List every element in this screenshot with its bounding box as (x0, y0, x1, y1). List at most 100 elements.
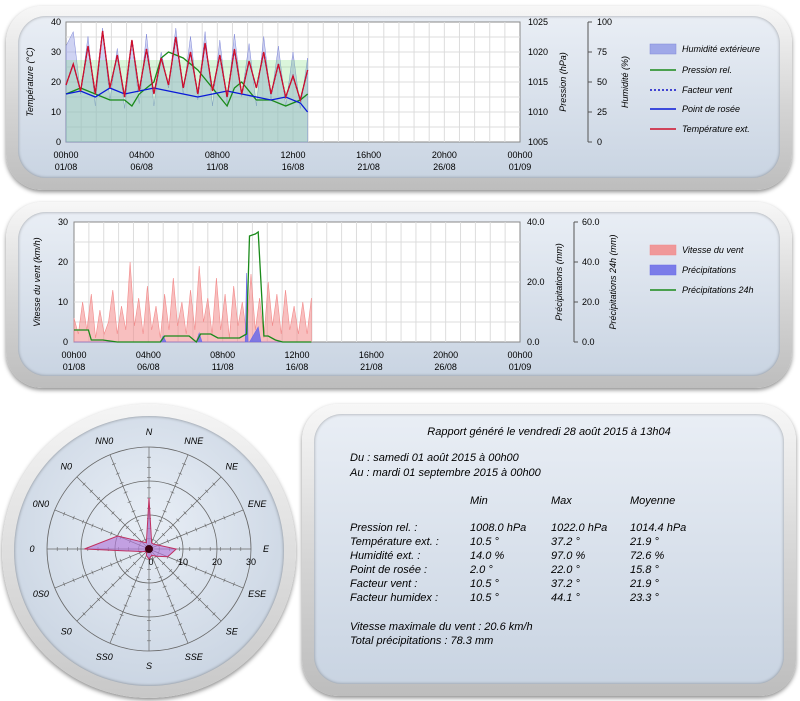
report-row-label: Température ext. : (350, 536, 439, 548)
x-tick-label-time: 20h00 (433, 350, 458, 360)
humidity-tick-label: 100 (597, 17, 612, 27)
rose-direction-label: NE (225, 461, 238, 471)
legend-swatch (649, 244, 677, 256)
x-tick-label-time: 04h00 (136, 350, 161, 360)
rose-direction-label: 0N0 (33, 499, 50, 509)
legend-label: Pression rel. (682, 65, 732, 75)
rose-spoke-tick (100, 566, 103, 571)
rain-tick-label: 0.0 (527, 337, 540, 347)
x-tick-label-time: 16h00 (356, 150, 381, 160)
rose-spoke-tick (135, 576, 140, 579)
legend-swatch (649, 264, 677, 276)
x-tick-label-date: 06/08 (130, 162, 153, 172)
x-tick-label-time: 04h00 (129, 150, 154, 160)
x-tick-label-time: 00h00 (61, 350, 86, 360)
rose-spoke-tick (119, 558, 122, 563)
x-tick-label-time: 16h00 (359, 350, 384, 360)
report-row-min: 10.5 ° (470, 578, 499, 590)
rose-spoke-tick (212, 482, 216, 486)
rose-spoke-tick (72, 515, 75, 520)
rose-spoke-tick (212, 612, 216, 616)
rose-spoke-tick (205, 489, 209, 493)
y-tick-label: 20 (51, 77, 61, 87)
rose-spoke-tick (223, 515, 226, 520)
rose-radial-tick-label: 20 (212, 557, 222, 567)
rose-direction-label: E (263, 544, 270, 554)
rose-spoke-tick (204, 570, 207, 575)
report-row-max: 37.2 ° (551, 578, 580, 590)
rose-spoke-tick (118, 518, 122, 522)
report-title: Rapport généré le vendredi 28 août 2015 … (427, 426, 671, 438)
rose-direction-label: 0 (29, 544, 34, 554)
rose-spoke-tick (166, 539, 169, 544)
legend-label: Humidité extérieure (682, 44, 760, 54)
rose-spoke-tick (176, 535, 179, 540)
report-row-max: 1022.0 hPa (551, 522, 608, 534)
rose-spoke-tick (178, 623, 183, 626)
rose-spoke-tick (132, 561, 137, 566)
series-pointderose-line (65, 87, 309, 113)
rose-spoke-tick (195, 527, 198, 532)
report-row-min: 10.5 ° (470, 536, 499, 548)
rose-spoke-tick (82, 612, 86, 616)
report-row-label: Pression rel. : (350, 522, 418, 534)
y-tick-label: 0 (56, 137, 61, 147)
rose-spoke-tick (154, 529, 159, 532)
report-row-min: 2.0 ° (470, 564, 493, 576)
x-tick-label-time: 08h00 (205, 150, 230, 160)
humidity-tick-label: 50 (597, 77, 607, 87)
legend-label: Précipitations (682, 265, 737, 275)
rose-spoke-tick (91, 523, 94, 528)
humidity-tick-label: 75 (597, 47, 607, 57)
report-row-max: 44.1 ° (551, 592, 580, 604)
rose-spoke-tick (143, 557, 148, 560)
rose-spoke-tick (104, 590, 108, 594)
rose-spoke-tick (96, 496, 101, 501)
rose-spoke-tick (110, 531, 113, 536)
rose-spoke-tick (63, 511, 66, 516)
report-header-min: Min (470, 495, 488, 507)
rose-spoke-tick (183, 511, 187, 515)
report-row-max: 37.2 ° (551, 536, 580, 548)
series-rain-area (74, 272, 312, 343)
report-row-avg: 21.9 ° (630, 536, 659, 548)
rose-spoke-tick (176, 558, 179, 563)
rose-spoke-tick (174, 613, 179, 617)
rose-spoke-tick (170, 604, 175, 607)
wind-rose: 0 10 20 30 N NNE NE ENE E ESE SE SSE S SS0 S0 0S0 0 0N0 N0… (29, 427, 270, 671)
rose-spoke-tick (183, 583, 187, 587)
y-tick-label: 0 (63, 337, 68, 347)
rose-spoke-tick (72, 578, 75, 583)
rose-spoke-tick (111, 463, 116, 466)
report-header-max: Max (551, 495, 572, 507)
x-tick-label-time: 12h00 (284, 350, 309, 360)
rose-radial-tick-label: 10 (178, 557, 188, 567)
report-from: Du : samedi 01 août 2015 à 00h00 (350, 452, 519, 464)
rain24-tick-label: 60.0 (582, 217, 600, 227)
rose-spoke-tick (158, 576, 163, 579)
x-tick-label-date: 21/08 (357, 162, 380, 172)
humidity-tick-label: 25 (597, 107, 607, 117)
rose-spoke-tick (162, 510, 167, 513)
rain-tick-label: 40.0 (527, 217, 545, 227)
x-tick-label-time: 00h00 (507, 350, 532, 360)
x-tick-label-time: 08h00 (210, 350, 235, 360)
y-tick-label: 20 (58, 257, 68, 267)
rose-spoke-tick (232, 511, 235, 516)
rose-radial-tick-label: 0 (148, 557, 153, 567)
wind-chart: 0 10 20 30 Vitesse du vent (km/h) 0.0 20.0 40.0… (32, 217, 754, 372)
rose-spoke-tick (154, 566, 159, 569)
x-tick-label-date: 16/08 (286, 362, 309, 372)
rose-direction-label: 0S0 (33, 589, 49, 599)
rose-spoke-tick (182, 632, 187, 635)
rose-spoke-tick (223, 578, 226, 583)
rose-direction-label: S0 (61, 627, 72, 637)
report-header-avg: Moyenne (630, 495, 676, 507)
rose-spoke-tick (166, 595, 171, 598)
x-tick-label-time: 00h00 (53, 150, 78, 160)
report-inner (314, 414, 784, 684)
rose-spoke-tick (166, 500, 171, 503)
series-pressionrel-line (65, 51, 309, 108)
rose-direction-label: SSE (185, 652, 204, 662)
